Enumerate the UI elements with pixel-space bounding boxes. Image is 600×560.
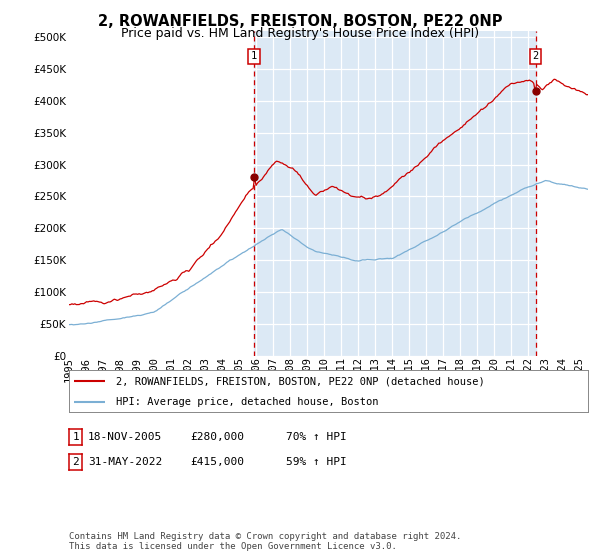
Text: Contains HM Land Registry data © Crown copyright and database right 2024.
This d: Contains HM Land Registry data © Crown c… (69, 532, 461, 552)
Text: 2, ROWANFIELDS, FREISTON, BOSTON, PE22 0NP (detached house): 2, ROWANFIELDS, FREISTON, BOSTON, PE22 0… (116, 376, 484, 386)
Text: £415,000: £415,000 (190, 457, 244, 467)
Bar (254, 31, 536, 356)
Text: £280,000: £280,000 (190, 432, 244, 442)
Text: 31-MAY-2022: 31-MAY-2022 (88, 457, 163, 467)
Text: 2: 2 (532, 52, 539, 61)
Text: 70% ↑ HPI: 70% ↑ HPI (286, 432, 347, 442)
Text: 1: 1 (72, 432, 79, 442)
Text: 59% ↑ HPI: 59% ↑ HPI (286, 457, 347, 467)
Text: Price paid vs. HM Land Registry's House Price Index (HPI): Price paid vs. HM Land Registry's House … (121, 27, 479, 40)
Text: HPI: Average price, detached house, Boston: HPI: Average price, detached house, Bost… (116, 398, 378, 407)
Text: 18-NOV-2005: 18-NOV-2005 (88, 432, 163, 442)
Text: 2, ROWANFIELDS, FREISTON, BOSTON, PE22 0NP: 2, ROWANFIELDS, FREISTON, BOSTON, PE22 0… (98, 14, 502, 29)
Text: 1: 1 (251, 52, 257, 61)
Text: 2: 2 (72, 457, 79, 467)
